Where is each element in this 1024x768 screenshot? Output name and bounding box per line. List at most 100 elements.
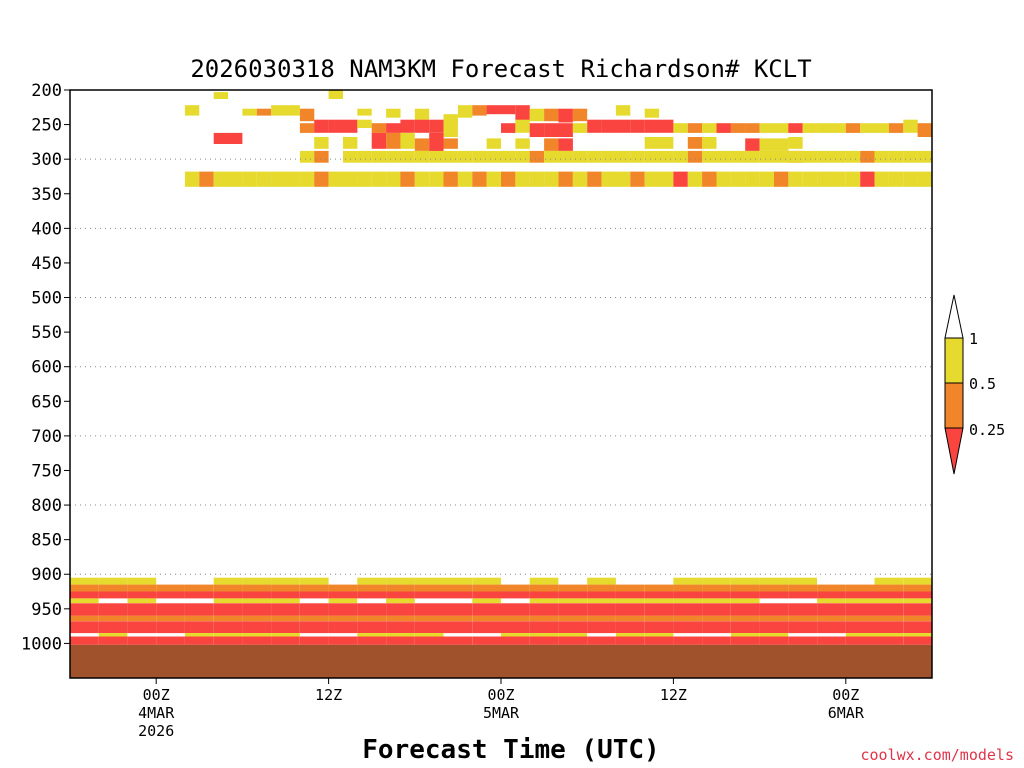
ri-cell <box>817 615 846 622</box>
ri-cell <box>903 591 932 599</box>
ri-cell <box>587 636 616 645</box>
data-cells <box>70 90 932 645</box>
ri-cell <box>70 598 99 604</box>
ri-cell <box>702 621 731 634</box>
ri-cell <box>213 584 243 592</box>
ri-cell <box>271 598 300 604</box>
y-tick-label: 350 <box>31 185 62 205</box>
ri-cell <box>644 584 674 592</box>
ri-cell <box>486 171 501 187</box>
x-tick-label: 6MAR <box>828 704 865 722</box>
ri-cell <box>271 636 300 645</box>
ri-cell <box>572 108 588 122</box>
ri-cell <box>127 621 157 634</box>
ri-cell <box>343 171 358 187</box>
ri-cell <box>673 598 703 604</box>
y-tick-label: 400 <box>31 219 62 239</box>
ri-cell <box>615 150 631 163</box>
ri-cell <box>184 603 214 616</box>
ri-cell <box>759 150 774 163</box>
legend-label: 1 <box>969 330 978 348</box>
ri-cell <box>429 119 444 133</box>
ri-cell <box>673 591 703 599</box>
ri-cell <box>702 137 717 149</box>
ri-cell <box>529 171 545 187</box>
ri-cell <box>156 615 185 622</box>
ri-cell <box>501 584 530 592</box>
ri-cell <box>702 171 717 187</box>
ri-cell <box>213 598 243 604</box>
ri-cell <box>357 119 372 128</box>
ri-cell <box>702 577 731 585</box>
ri-cell <box>299 171 315 187</box>
ri-cell <box>874 598 904 604</box>
ri-cell <box>457 171 473 187</box>
y-tick-label: 800 <box>31 496 62 516</box>
ri-cell <box>730 591 760 599</box>
ri-cell <box>759 171 774 187</box>
ri-cell <box>199 171 214 187</box>
ri-cell <box>314 171 329 187</box>
ri-cell <box>730 633 760 637</box>
ri-cell <box>299 615 329 622</box>
gridlines <box>70 158 932 575</box>
ri-cell <box>256 171 272 187</box>
ri-cell <box>860 150 875 163</box>
ri-cell <box>242 636 272 645</box>
ri-cell <box>98 577 128 585</box>
ri-cell <box>156 603 185 616</box>
ri-cell <box>472 150 487 163</box>
ri-cell <box>328 603 358 616</box>
x-axis-label: Forecast Time (UTC) <box>362 735 659 765</box>
ri-cell <box>917 171 932 187</box>
ri-cell <box>572 150 588 163</box>
ri-cell <box>817 591 846 599</box>
ri-cell <box>730 603 760 616</box>
ri-cell <box>558 138 573 151</box>
ri-cell <box>242 598 272 604</box>
ri-cell <box>759 621 789 634</box>
ri-cell <box>903 171 918 187</box>
ri-cell <box>759 123 774 133</box>
ri-cell <box>127 598 157 604</box>
ri-cell <box>285 171 300 187</box>
ri-cell <box>788 603 817 616</box>
ri-cell <box>615 591 645 599</box>
y-tick-label: 750 <box>31 461 62 481</box>
ri-cell <box>673 584 703 592</box>
ri-cell <box>271 591 300 599</box>
ri-cell <box>400 150 415 163</box>
ri-cell <box>644 108 660 118</box>
ri-cell <box>529 636 559 645</box>
chart-title: 2026030318 NAM3KM Forecast Richardson# K… <box>190 55 811 83</box>
ri-cell <box>615 598 645 604</box>
ri-cell <box>730 577 760 585</box>
ri-cell <box>788 123 803 133</box>
ri-cell <box>587 598 616 604</box>
ri-cell <box>414 636 444 645</box>
ri-cell <box>371 132 387 149</box>
ri-cell <box>443 603 473 616</box>
ri-cell <box>184 615 214 622</box>
ri-cell <box>716 171 731 187</box>
ri-cell <box>70 615 99 622</box>
ri-cell <box>702 591 731 599</box>
legend-label: 0.25 <box>969 421 1005 439</box>
ri-cell <box>903 150 918 163</box>
ri-cell <box>314 150 329 163</box>
ri-cell <box>845 621 875 634</box>
ri-cell <box>817 123 832 133</box>
ri-cell <box>328 598 358 604</box>
ri-cell <box>472 577 501 585</box>
ri-cell <box>874 621 904 634</box>
ri-cell <box>730 615 760 622</box>
ri-cell <box>343 137 358 149</box>
ri-cell <box>874 171 889 187</box>
ri-cell <box>457 105 473 118</box>
ri-cell <box>213 633 243 637</box>
ri-cell <box>70 636 99 645</box>
ri-cell <box>630 150 645 163</box>
ri-cell <box>70 577 99 585</box>
ri-cell <box>831 171 846 187</box>
